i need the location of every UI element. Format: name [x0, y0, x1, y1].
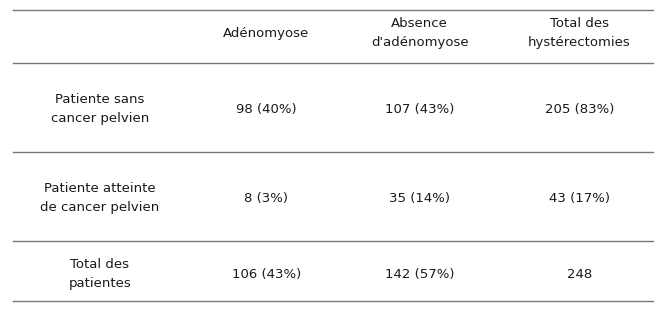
Text: Absence
d'adénomyose: Absence d'adénomyose	[371, 17, 468, 49]
Text: 98 (40%): 98 (40%)	[236, 103, 297, 116]
Text: 248: 248	[567, 268, 592, 281]
Text: Adénomyose: Adénomyose	[223, 27, 310, 40]
Text: 107 (43%): 107 (43%)	[385, 103, 454, 116]
Text: Patiente atteinte
de cancer pelvien: Patiente atteinte de cancer pelvien	[40, 182, 160, 214]
Text: Total des
hystérectomies: Total des hystérectomies	[528, 17, 631, 49]
Text: Total des
patientes: Total des patientes	[69, 258, 131, 290]
Text: Patiente sans
cancer pelvien: Patiente sans cancer pelvien	[51, 94, 149, 125]
Text: 43 (17%): 43 (17%)	[549, 191, 610, 205]
Text: 35 (14%): 35 (14%)	[389, 191, 450, 205]
Text: 8 (3%): 8 (3%)	[244, 191, 288, 205]
Text: 106 (43%): 106 (43%)	[232, 268, 301, 281]
Text: 205 (83%): 205 (83%)	[545, 103, 614, 116]
Text: 142 (57%): 142 (57%)	[385, 268, 454, 281]
